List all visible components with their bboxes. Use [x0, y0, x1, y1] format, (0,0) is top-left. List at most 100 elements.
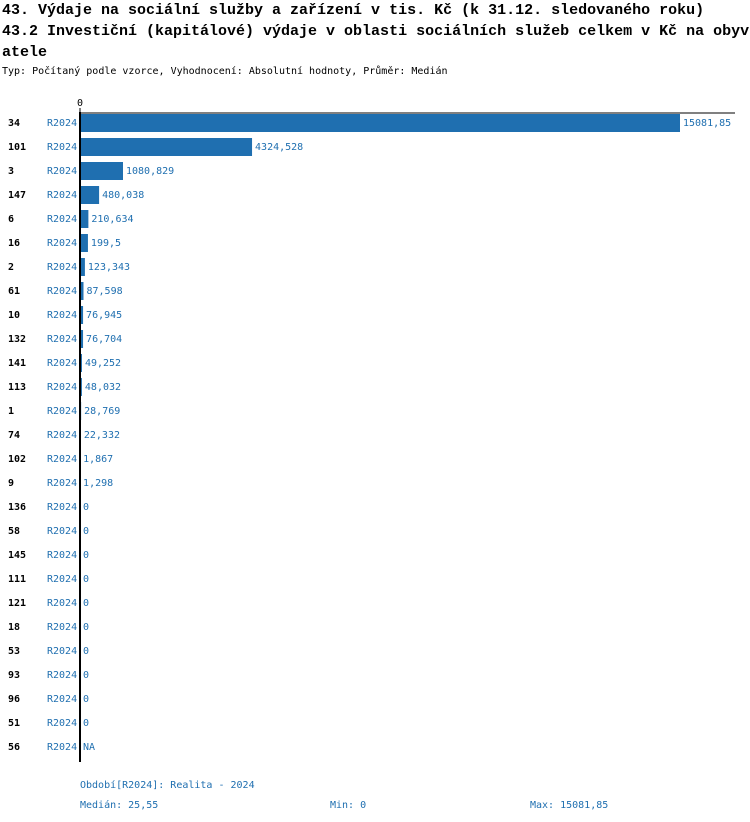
- value-label: 1,867: [83, 454, 113, 465]
- category-label: 74: [8, 430, 20, 441]
- value-label: 49,252: [85, 358, 121, 369]
- value-label: 0: [83, 574, 89, 585]
- bar: [80, 234, 88, 252]
- value-label: 210,634: [91, 214, 133, 225]
- category-label: 51: [8, 718, 20, 729]
- category-label: 61: [8, 286, 20, 297]
- series-label: R2024: [47, 358, 77, 369]
- value-label: 199,5: [91, 238, 121, 249]
- series-label: R2024: [47, 454, 77, 465]
- category-label: 3: [8, 166, 14, 177]
- value-label: 15081,85: [683, 118, 731, 129]
- series-label: R2024: [47, 190, 77, 201]
- value-label: 87,598: [86, 286, 122, 297]
- category-label: 6: [8, 214, 14, 225]
- series-label: R2024: [47, 310, 77, 321]
- series-label: R2024: [47, 478, 77, 489]
- value-label: 0: [83, 502, 89, 513]
- category-label: 53: [8, 646, 20, 657]
- bar: [80, 138, 253, 156]
- period-note: Období[R2024]: Realita - 2024: [80, 779, 255, 791]
- series-label: R2024: [47, 214, 77, 225]
- x-tick-label: 0: [77, 98, 83, 109]
- category-label: 10: [8, 310, 20, 321]
- series-label: R2024: [47, 574, 77, 585]
- series-label: R2024: [47, 646, 77, 657]
- bar: [80, 330, 84, 348]
- value-label: 480,038: [102, 190, 144, 201]
- value-label: 28,769: [84, 406, 120, 417]
- category-label: 121: [8, 598, 26, 609]
- series-label: R2024: [47, 622, 77, 633]
- series-label: R2024: [47, 406, 77, 417]
- category-label: 102: [8, 454, 26, 465]
- category-label: 141: [8, 358, 26, 369]
- series-label: R2024: [47, 526, 77, 537]
- value-label: 0: [83, 646, 89, 657]
- value-label: 0: [83, 526, 89, 537]
- value-label: 22,332: [84, 430, 120, 441]
- category-label: 136: [8, 502, 26, 513]
- series-label: R2024: [47, 286, 77, 297]
- category-label: 101: [8, 142, 26, 153]
- series-label: R2024: [47, 550, 77, 561]
- value-label: 0: [83, 598, 89, 609]
- median-note: Medián: 25,55: [80, 799, 158, 811]
- bar: [80, 186, 100, 204]
- category-label: 2: [8, 262, 14, 273]
- category-label: 16: [8, 238, 20, 249]
- value-label: 0: [83, 550, 89, 561]
- bar: [80, 282, 84, 300]
- series-label: R2024: [47, 142, 77, 153]
- value-label: 76,704: [86, 334, 122, 345]
- category-label: 18: [8, 622, 20, 633]
- bar: [80, 306, 84, 324]
- category-label: 113: [8, 382, 26, 393]
- value-label: 123,343: [88, 262, 130, 273]
- category-label: 145: [8, 550, 26, 561]
- min-note: Min: 0: [330, 800, 366, 811]
- value-label: 0: [83, 670, 89, 681]
- description: Typ: Počítaný podle vzorce, Vyhodnocení:…: [2, 66, 448, 77]
- value-label: NA: [83, 742, 95, 753]
- bar: [80, 210, 89, 228]
- chart-title: 43. Výdaje na sociální služby a zařízení…: [2, 2, 705, 19]
- series-label: R2024: [47, 166, 77, 177]
- category-label: 96: [8, 694, 20, 705]
- category-label: 1: [8, 406, 14, 417]
- value-label: 0: [83, 622, 89, 633]
- value-label: 4324,528: [255, 142, 303, 153]
- series-label: R2024: [47, 382, 77, 393]
- category-label: 93: [8, 670, 20, 681]
- category-label: 56: [8, 742, 20, 753]
- series-label: R2024: [47, 598, 77, 609]
- category-label: 147: [8, 190, 26, 201]
- series-label: R2024: [47, 502, 77, 513]
- value-label: 1080,829: [126, 166, 174, 177]
- value-label: 0: [83, 718, 89, 729]
- series-label: R2024: [47, 118, 77, 129]
- value-label: 1,298: [83, 478, 113, 489]
- bar: [80, 258, 85, 276]
- series-label: R2024: [47, 238, 77, 249]
- series-label: R2024: [47, 670, 77, 681]
- series-label: R2024: [47, 262, 77, 273]
- series-label: R2024: [47, 694, 77, 705]
- category-label: 58: [8, 526, 20, 537]
- category-label: 9: [8, 478, 14, 489]
- chart-subtitle: 43.2 Investiční (kapitálové) výdaje v ob…: [2, 23, 750, 61]
- series-label: R2024: [47, 718, 77, 729]
- value-label: 76,945: [86, 310, 122, 321]
- header: 43. Výdaje na sociální služby a zařízení…: [0, 0, 750, 77]
- value-label: 0: [83, 694, 89, 705]
- value-label: 48,032: [85, 382, 121, 393]
- series-label: R2024: [47, 430, 77, 441]
- max-note: Max: 15081,85: [530, 800, 608, 811]
- series-label: R2024: [47, 742, 77, 753]
- series-label: R2024: [47, 334, 77, 345]
- category-label: 34: [8, 118, 20, 129]
- category-label: 132: [8, 334, 26, 345]
- category-label: 111: [8, 574, 26, 585]
- bar: [80, 162, 123, 180]
